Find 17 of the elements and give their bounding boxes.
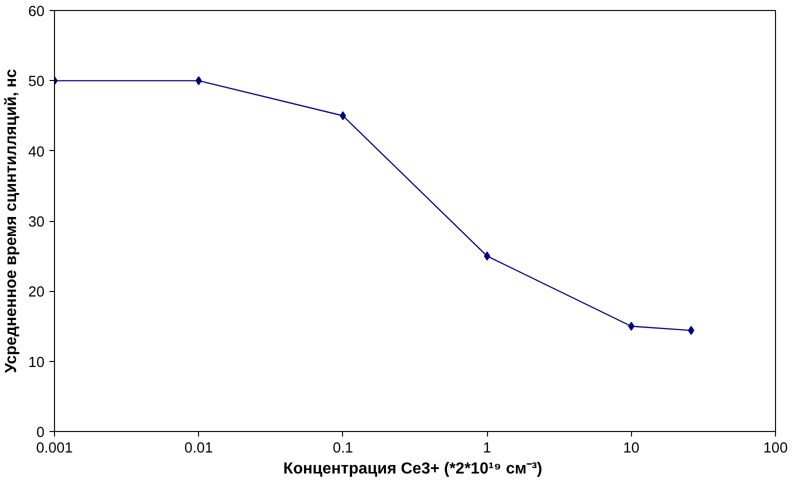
x-tick-label: 10 [623,440,640,456]
y-tick-label: 60 [28,4,45,20]
point [484,252,490,261]
y-tick-label: 30 [28,214,45,230]
y-tick-label: 20 [28,284,45,301]
y-tick-label: 10 [28,354,45,371]
x-axis-title: Концентрация Ce3+ (*2*10¹⁹ см⁻³) [283,460,542,478]
x-tick-label: 0.1 [332,440,354,456]
x-tick-label: 1 [483,440,492,456]
point [340,111,346,120]
x-tick-label: 0.001 [36,440,73,456]
x-tick-label: 0.01 [184,440,213,456]
x-tick-label: 100 [763,440,788,456]
y-tick-label: 0 [36,425,45,441]
y-tick-label: 50 [28,74,45,90]
y-tick-label: 40 [28,144,45,160]
y-axis-title: Усредненное время сцинтилляций, нс [3,68,20,374]
